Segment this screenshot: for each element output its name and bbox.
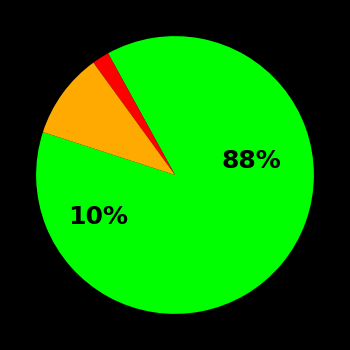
Text: 88%: 88% [222, 149, 281, 173]
Wedge shape [43, 63, 175, 175]
Wedge shape [93, 53, 175, 175]
Wedge shape [36, 36, 314, 314]
Text: 10%: 10% [69, 205, 128, 229]
